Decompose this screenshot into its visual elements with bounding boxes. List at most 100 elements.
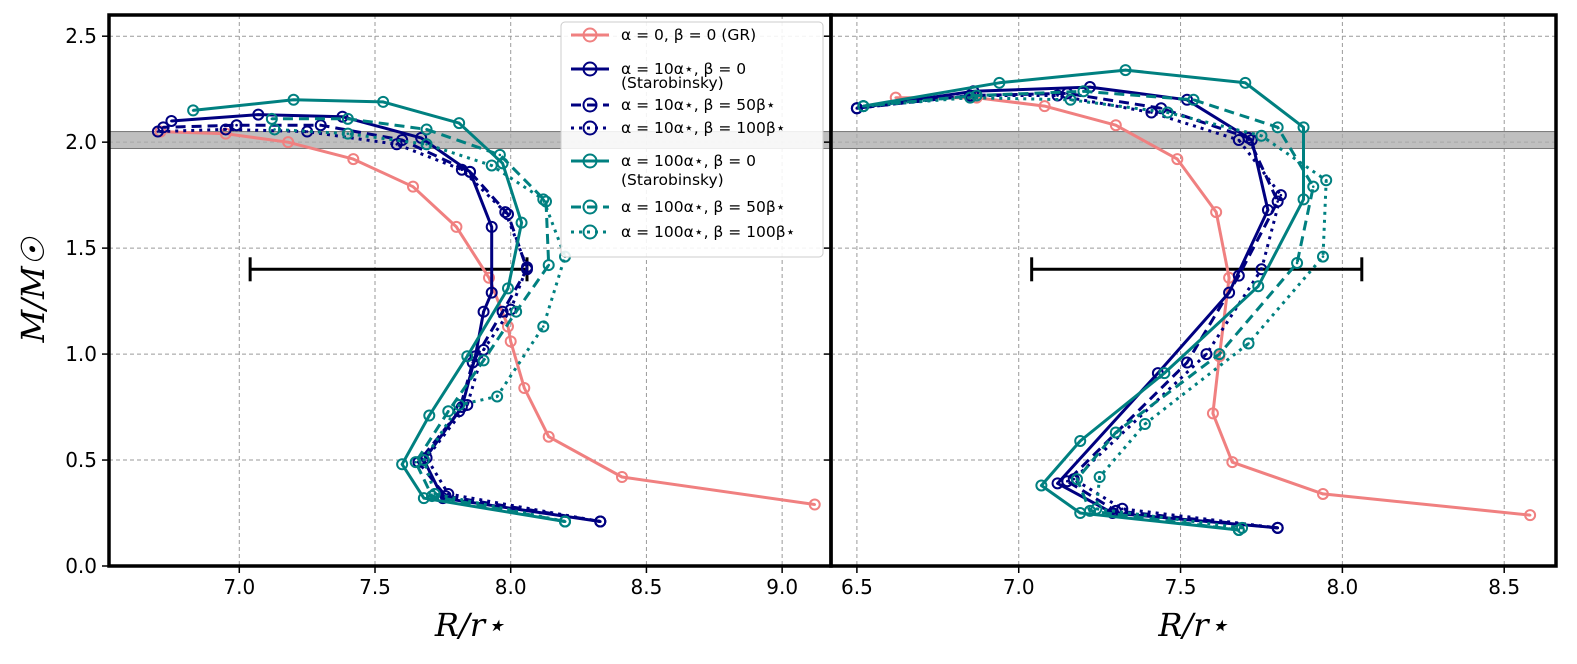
data-point-center-a10_b50 xyxy=(319,123,323,127)
plot-frame xyxy=(829,13,1558,568)
legend-swatch-marker xyxy=(582,153,598,169)
data-point-a10_b0 xyxy=(485,220,498,233)
data-point-a10_b100 xyxy=(151,125,164,138)
data-point-a100_b0 xyxy=(453,117,466,130)
data-point-a100_b0 xyxy=(1297,193,1310,206)
legend-swatch-marker xyxy=(582,120,598,136)
data-point-center-a100_b50 xyxy=(414,460,418,464)
data-point-a100_b0 xyxy=(1297,121,1310,134)
legend-swatch-marker xyxy=(582,199,598,215)
data-point-center-a100_b50 xyxy=(1218,352,1221,356)
x-tick-label: 7.5 xyxy=(1165,575,1197,599)
legend-label: α = 10α⋆, β = 100β⋆ xyxy=(621,119,785,137)
data-point-center-a100_b50 xyxy=(425,128,428,131)
data-point-center-GR xyxy=(1176,157,1179,161)
data-point-center-GR xyxy=(1211,412,1215,415)
radius-errorbar xyxy=(1030,257,1364,282)
series-line-a10_b100 xyxy=(856,94,1283,530)
data-point-center-a100_b50 xyxy=(1311,185,1315,188)
data-point-a10_b100 xyxy=(521,261,533,274)
y-axis-label: M/M☉ xyxy=(14,236,52,343)
data-point-center-a10_b50 xyxy=(1247,136,1250,140)
data-point-center-a10_b50 xyxy=(1185,361,1189,364)
x-tick-label: 7.5 xyxy=(359,575,391,599)
data-point-center-a100_b50 xyxy=(547,263,551,267)
data-point-a100_b50 xyxy=(341,112,354,125)
data-point-a100_b50 xyxy=(420,123,433,136)
data-point-center-a10_b0 xyxy=(1056,482,1059,485)
data-point-center-a100_b100 xyxy=(495,395,499,398)
data-point-a100_b50 xyxy=(493,148,506,161)
data-point-a10_b100 xyxy=(594,515,607,528)
data-point-a10_b50 xyxy=(1181,356,1194,369)
data-point-a100_b100 xyxy=(857,100,870,113)
data-point-center-GR xyxy=(547,435,551,439)
data-point-center-a10_b50 xyxy=(1159,106,1163,110)
data-point-center-a100_b100 xyxy=(490,164,494,167)
data-point-center-GR xyxy=(1214,210,1218,214)
data-point-GR xyxy=(347,153,360,166)
series-group xyxy=(151,93,821,528)
x-tick-label: 7.0 xyxy=(1003,575,1035,599)
data-point-a100_b50 xyxy=(1077,85,1090,98)
data-point-a100_b0 xyxy=(187,104,200,117)
data-point-a10_b100 xyxy=(1271,521,1284,534)
data-point-a100_b50 xyxy=(1083,504,1096,517)
data-point-center-a10_b100 xyxy=(1205,352,1208,356)
data-point-a100_b100 xyxy=(485,159,498,172)
data-point-a10_b0 xyxy=(1223,286,1236,299)
data-point-center-a10_b100 xyxy=(1279,193,1283,197)
data-point-a10_b100 xyxy=(455,163,468,176)
data-point-center-a100_b0 xyxy=(400,462,404,466)
legend-label: α = 0, β = 0 (GR) xyxy=(621,26,756,44)
x-tick-label: 6.5 xyxy=(841,575,873,599)
data-point-center-a10_b0 xyxy=(170,119,173,123)
data-point-center-a10_b50 xyxy=(1065,479,1069,483)
data-point-a10_b0 xyxy=(477,305,490,318)
data-point-center-a100_b0 xyxy=(520,221,523,224)
data-point-center-a100_b0 xyxy=(1302,126,1305,129)
legend-entry-a100_b100: α = 100α⋆, β = 100β⋆ xyxy=(571,223,795,241)
data-point-a100_b50 xyxy=(477,354,490,367)
data-point-center-GR xyxy=(455,225,458,229)
data-point-center-GR xyxy=(1231,460,1234,464)
data-point-center-a100_b0 xyxy=(465,354,469,358)
data-point-a100_b0 xyxy=(1239,76,1252,89)
data-point-GR xyxy=(542,430,555,443)
data-point-center-a100_b50 xyxy=(270,117,274,121)
data-point-center-a10_b0 xyxy=(419,136,423,140)
legend-label: α = 100α⋆, β = 50β⋆ xyxy=(621,198,785,216)
legend-entry-a10_b100: α = 10α⋆, β = 100β⋆ xyxy=(571,119,785,137)
x-tick-label: 8.5 xyxy=(631,575,663,599)
legend-label: α = 100α⋆, β = 0 xyxy=(621,152,756,170)
data-point-center-a100_b100 xyxy=(862,104,865,108)
data-point-a100_b100 xyxy=(417,454,430,467)
data-point-a100_b0 xyxy=(396,458,409,471)
data-point-a100_b100 xyxy=(1255,129,1268,142)
data-point-center-a100_b0 xyxy=(427,414,431,417)
data-point-a10_b100 xyxy=(1232,134,1245,147)
legend-swatch-marker xyxy=(582,27,598,43)
data-point-a100_b100 xyxy=(559,515,571,528)
data-point-a100_b0 xyxy=(417,492,430,505)
data-point-a100_b0 xyxy=(502,282,514,295)
data-point-center-a100_b0 xyxy=(1302,198,1305,201)
data-point-a100_b0 xyxy=(287,93,300,106)
data-point-center-a10_b100 xyxy=(446,492,450,496)
data-point-center-a10_b50 xyxy=(235,123,238,127)
series-line-a100_b0 xyxy=(192,98,566,523)
data-point-center-a100_b100 xyxy=(541,198,545,201)
data-point-center-a100_b100 xyxy=(541,325,545,328)
legend-label: (Starobinsky) xyxy=(621,74,724,92)
data-point-a10_b0 xyxy=(336,110,349,123)
data-point-center-a100_b50 xyxy=(1082,89,1085,93)
data-point-a100_b50 xyxy=(970,89,983,102)
data-point-center-a10_b50 xyxy=(1276,200,1279,203)
series-group xyxy=(850,64,1537,536)
data-point-center-a10_b100 xyxy=(855,106,859,110)
data-point-center-a10_b100 xyxy=(395,142,399,146)
data-point-a100_b0 xyxy=(993,76,1006,89)
data-point-a100_b50 xyxy=(510,305,523,318)
legend: α = 0, β = 0 (GR)α = 10α⋆, β = 0(Starobi… xyxy=(560,21,824,258)
data-point-center-GR xyxy=(351,157,355,161)
